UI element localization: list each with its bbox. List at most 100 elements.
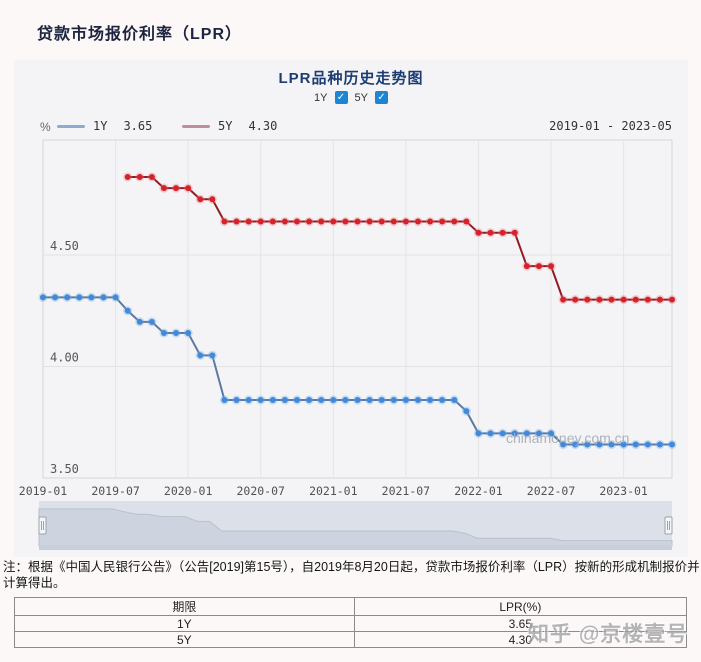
data-point[interactable] — [100, 294, 107, 301]
data-point[interactable] — [221, 396, 228, 403]
series-1y[interactable] — [38, 292, 677, 450]
data-point[interactable] — [475, 229, 482, 236]
data-point[interactable] — [378, 218, 385, 225]
data-point[interactable] — [257, 396, 264, 403]
data-point[interactable] — [245, 396, 252, 403]
data-point[interactable] — [523, 263, 530, 270]
data-point[interactable] — [281, 218, 288, 225]
navigator-handle-right[interactable] — [664, 516, 673, 535]
data-point[interactable] — [330, 218, 337, 225]
data-point[interactable] — [669, 441, 675, 448]
data-point[interactable] — [451, 218, 458, 225]
data-point[interactable] — [221, 218, 228, 225]
data-point[interactable] — [427, 396, 434, 403]
data-point[interactable] — [197, 352, 204, 359]
data-point[interactable] — [414, 396, 421, 403]
data-point[interactable] — [52, 294, 59, 301]
data-point[interactable] — [318, 396, 325, 403]
data-point[interactable] — [136, 173, 143, 180]
data-point[interactable] — [572, 441, 579, 448]
data-point[interactable] — [124, 307, 131, 314]
data-point[interactable] — [185, 185, 192, 192]
data-point[interactable] — [112, 294, 119, 301]
data-point[interactable] — [390, 218, 397, 225]
data-point[interactable] — [257, 218, 264, 225]
data-point[interactable] — [64, 294, 71, 301]
legend-item-1y[interactable]: 1Y 3.65 — [57, 119, 152, 133]
data-point[interactable] — [560, 441, 567, 448]
navigator[interactable] — [38, 501, 673, 550]
data-point[interactable] — [669, 296, 675, 303]
data-point[interactable] — [160, 330, 167, 337]
data-point[interactable] — [414, 218, 421, 225]
data-point[interactable] — [463, 218, 470, 225]
lpr-line-chart[interactable]: 4.50 4.00 3.50 2019-01 2019-07 2020-01 2020-07… — [14, 60, 688, 557]
data-point[interactable] — [269, 218, 276, 225]
data-point[interactable] — [499, 229, 506, 236]
data-point[interactable] — [209, 196, 216, 203]
data-point[interactable] — [548, 430, 555, 437]
data-point[interactable] — [366, 396, 373, 403]
data-point[interactable] — [584, 441, 591, 448]
data-point[interactable] — [197, 196, 204, 203]
data-point[interactable] — [342, 396, 349, 403]
data-point[interactable] — [233, 396, 240, 403]
data-point[interactable] — [523, 430, 530, 437]
data-point[interactable] — [390, 396, 397, 403]
data-point[interactable] — [535, 263, 542, 270]
data-point[interactable] — [584, 296, 591, 303]
data-point[interactable] — [40, 294, 46, 301]
data-point[interactable] — [148, 173, 155, 180]
navigator-handle-left[interactable] — [38, 516, 47, 535]
legend-item-5y[interactable]: 5Y 4.30 — [182, 119, 277, 133]
data-point[interactable] — [330, 396, 337, 403]
data-point[interactable] — [644, 441, 651, 448]
data-point[interactable] — [439, 396, 446, 403]
data-point[interactable] — [233, 218, 240, 225]
data-point[interactable] — [354, 218, 361, 225]
checkbox-1y[interactable]: ✓ — [334, 91, 348, 104]
data-point[interactable] — [281, 396, 288, 403]
data-point[interactable] — [402, 396, 409, 403]
data-point[interactable] — [608, 296, 615, 303]
data-point[interactable] — [306, 218, 313, 225]
data-point[interactable] — [451, 396, 458, 403]
data-point[interactable] — [318, 218, 325, 225]
data-point[interactable] — [124, 173, 131, 180]
data-point[interactable] — [160, 185, 167, 192]
data-point[interactable] — [402, 218, 409, 225]
checkbox-5y[interactable]: ✓ — [374, 91, 388, 104]
data-point[interactable] — [463, 408, 470, 415]
data-point[interactable] — [656, 296, 663, 303]
data-point[interactable] — [88, 294, 95, 301]
data-point[interactable] — [475, 430, 482, 437]
data-point[interactable] — [596, 296, 603, 303]
data-point[interactable] — [173, 185, 180, 192]
data-point[interactable] — [608, 441, 615, 448]
data-point[interactable] — [136, 318, 143, 325]
data-point[interactable] — [294, 218, 301, 225]
series-5y[interactable] — [123, 172, 677, 305]
data-point[interactable] — [656, 441, 663, 448]
data-point[interactable] — [269, 396, 276, 403]
data-point[interactable] — [511, 229, 518, 236]
data-point[interactable] — [245, 218, 252, 225]
data-point[interactable] — [294, 396, 301, 403]
data-point[interactable] — [620, 296, 627, 303]
data-point[interactable] — [342, 218, 349, 225]
data-point[interactable] — [644, 296, 651, 303]
data-point[interactable] — [439, 218, 446, 225]
data-point[interactable] — [76, 294, 83, 301]
data-point[interactable] — [548, 263, 555, 270]
data-point[interactable] — [560, 296, 567, 303]
data-point[interactable] — [511, 430, 518, 437]
data-point[interactable] — [487, 430, 494, 437]
data-point[interactable] — [354, 396, 361, 403]
data-point[interactable] — [632, 441, 639, 448]
data-point[interactable] — [620, 441, 627, 448]
data-point[interactable] — [572, 296, 579, 303]
data-point[interactable] — [209, 352, 216, 359]
data-point[interactable] — [173, 330, 180, 337]
data-point[interactable] — [535, 430, 542, 437]
data-point[interactable] — [596, 441, 603, 448]
